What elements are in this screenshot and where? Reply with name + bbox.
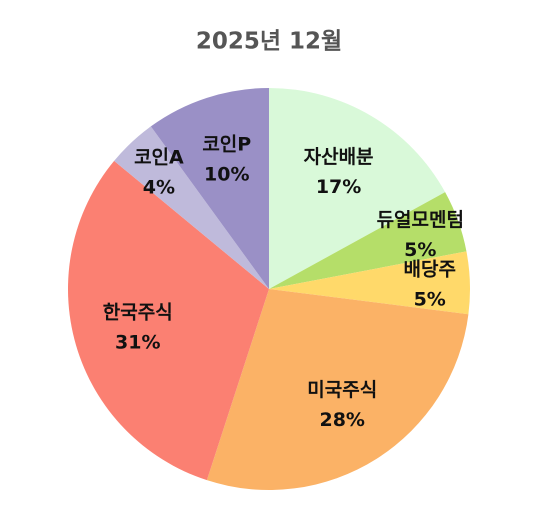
slice-value-label: 4% xyxy=(143,176,175,198)
pie-slice xyxy=(206,289,469,490)
pie-slice xyxy=(269,192,467,289)
pie-slice xyxy=(269,88,446,289)
slice-value-label: 17% xyxy=(316,176,361,198)
slice-label: 배당주 xyxy=(403,258,455,280)
pie-slice xyxy=(67,160,269,481)
slice-value-label: 31% xyxy=(115,332,160,354)
pie-slice xyxy=(269,251,470,315)
pie-slice xyxy=(150,88,269,289)
slice-label: 자산배분 xyxy=(304,146,374,168)
slice-label: 듀얼모멘텀 xyxy=(377,209,464,231)
slice-value-label: 28% xyxy=(319,409,364,431)
slice-value-label: 10% xyxy=(204,164,249,186)
pie-slice xyxy=(114,126,270,290)
slice-value-label: 5% xyxy=(404,239,436,261)
slice-value-label: 5% xyxy=(414,288,446,310)
slice-label: 한국주식 xyxy=(103,302,173,324)
slice-label: 코인P xyxy=(202,134,251,156)
slice-label: 미국주식 xyxy=(307,379,377,401)
chart-title: 2025년 12월 xyxy=(196,29,342,55)
slice-label: 코인A xyxy=(134,146,184,168)
